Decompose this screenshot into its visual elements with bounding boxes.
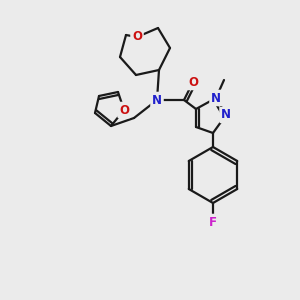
Text: O: O: [119, 103, 129, 116]
Text: N: N: [221, 109, 231, 122]
Text: N: N: [211, 92, 221, 104]
Text: F: F: [209, 215, 217, 229]
Text: N: N: [152, 94, 162, 106]
Text: O: O: [132, 31, 142, 44]
Text: O: O: [188, 76, 198, 88]
